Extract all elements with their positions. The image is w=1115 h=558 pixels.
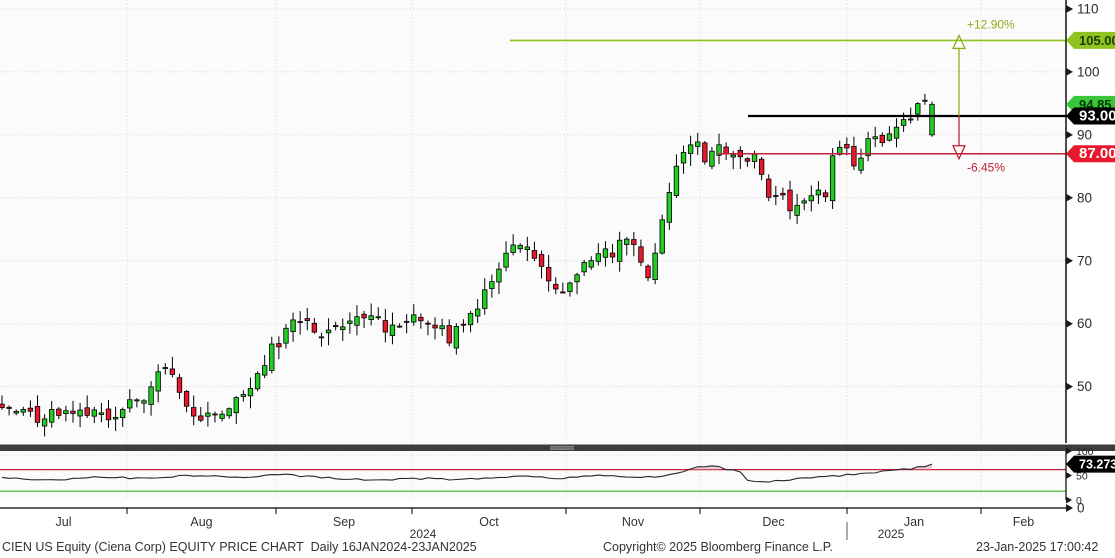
svg-text:80: 80 <box>1077 190 1092 205</box>
svg-text:Copyright© 2025 Bloomberg Fina: Copyright© 2025 Bloomberg Finance L.P. <box>603 540 833 554</box>
svg-text:105.00: 105.00 <box>1079 33 1115 48</box>
svg-text:93.00: 93.00 <box>1079 107 1115 124</box>
svg-text:Jul: Jul <box>56 515 72 529</box>
svg-text:2025: 2025 <box>878 527 905 541</box>
svg-text:100: 100 <box>1077 64 1100 79</box>
svg-text:Oct: Oct <box>479 515 499 529</box>
svg-text:+12.90%: +12.90% <box>967 17 1015 31</box>
svg-text:87.00: 87.00 <box>1079 145 1115 162</box>
svg-text:CIEN US Equity (Ciena Corp) EQ: CIEN US Equity (Ciena Corp) EQUITY PRICE… <box>2 540 477 554</box>
svg-text:Dec: Dec <box>762 515 784 529</box>
svg-text:23-Jan-2025 17:00:42: 23-Jan-2025 17:00:42 <box>976 540 1098 554</box>
svg-text:0: 0 <box>1076 495 1082 507</box>
svg-text:Aug: Aug <box>190 515 212 529</box>
svg-text:73.273: 73.273 <box>1079 458 1115 472</box>
svg-text:60: 60 <box>1077 316 1092 331</box>
svg-text:50: 50 <box>1077 379 1092 394</box>
svg-text:Nov: Nov <box>622 515 645 529</box>
svg-text:70: 70 <box>1077 253 1092 268</box>
svg-text:110: 110 <box>1077 1 1099 16</box>
svg-text:2024: 2024 <box>410 527 437 541</box>
svg-text:90: 90 <box>1077 127 1092 142</box>
svg-text:Jan: Jan <box>904 515 924 529</box>
svg-text:Sep: Sep <box>333 515 355 529</box>
svg-text:Feb: Feb <box>1013 515 1035 529</box>
svg-text:-6.45%: -6.45% <box>967 161 1005 175</box>
